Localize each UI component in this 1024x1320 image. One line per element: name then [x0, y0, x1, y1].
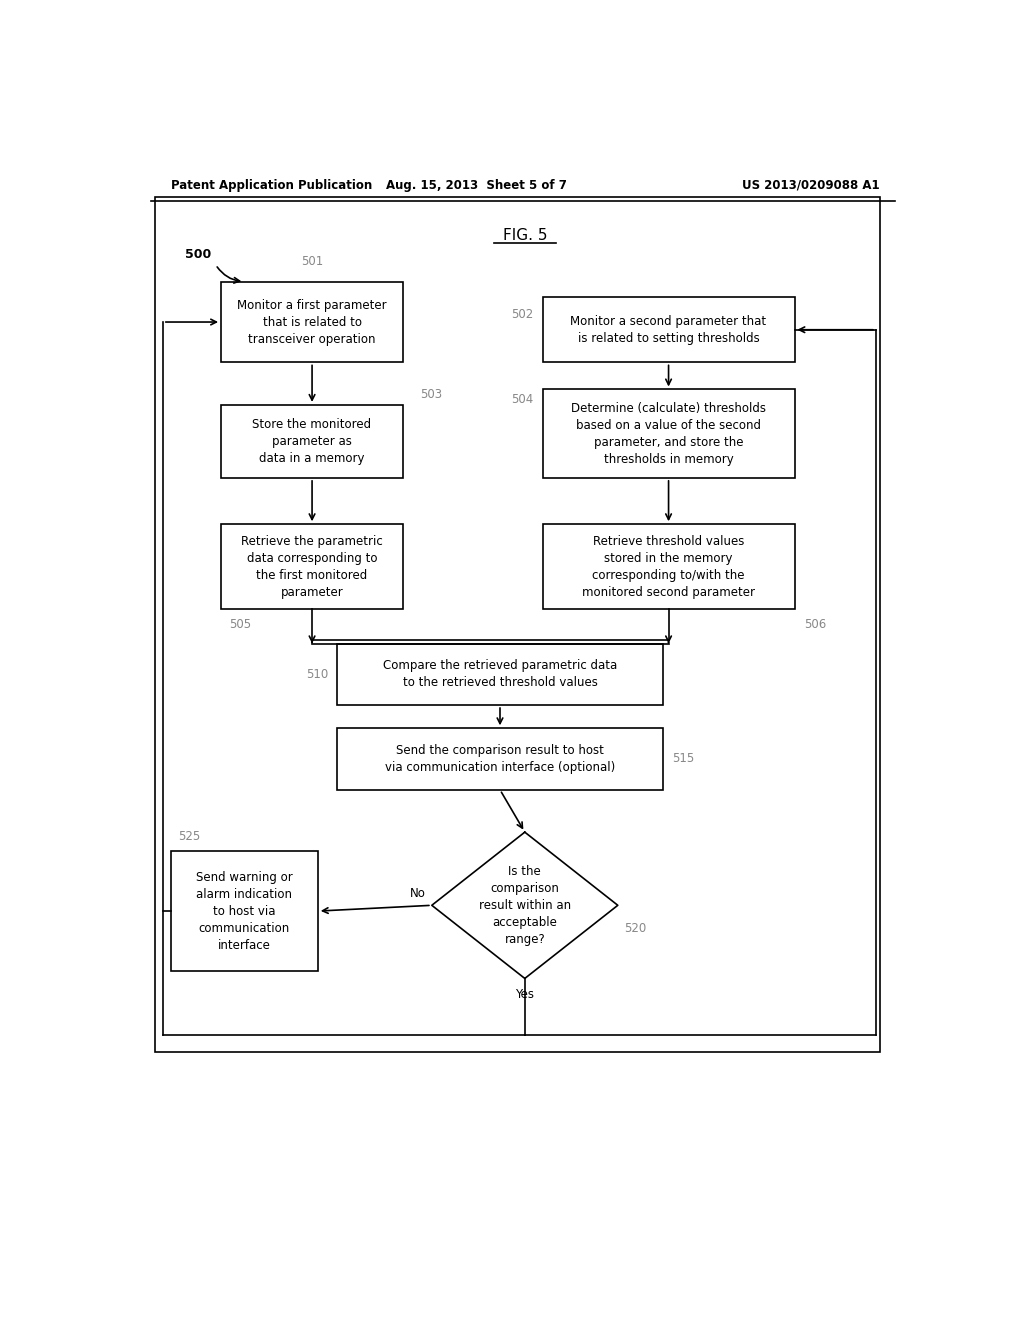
Text: 510: 510 — [306, 668, 328, 681]
Text: 504: 504 — [511, 393, 534, 407]
Text: 506: 506 — [804, 618, 826, 631]
FancyBboxPatch shape — [221, 524, 403, 609]
Text: Retrieve the parametric
data corresponding to
the first monitored
parameter: Retrieve the parametric data correspondi… — [242, 535, 383, 598]
Text: 515: 515 — [672, 752, 694, 766]
Text: Is the
comparison
result within an
acceptable
range?: Is the comparison result within an accep… — [479, 865, 570, 946]
Text: 503: 503 — [420, 388, 442, 401]
Polygon shape — [432, 832, 617, 978]
Text: 502: 502 — [511, 308, 534, 321]
Text: Send the comparison result to host
via communication interface (optional): Send the comparison result to host via c… — [385, 744, 615, 774]
Text: 501: 501 — [301, 255, 324, 268]
Text: FIG. 5: FIG. 5 — [503, 228, 547, 243]
Text: Determine (calculate) thresholds
based on a value of the second
parameter, and s: Determine (calculate) thresholds based o… — [571, 401, 766, 466]
FancyBboxPatch shape — [337, 644, 663, 705]
Text: US 2013/0209088 A1: US 2013/0209088 A1 — [742, 178, 880, 191]
Text: 500: 500 — [185, 248, 212, 261]
FancyBboxPatch shape — [171, 851, 317, 970]
Text: Retrieve threshold values
stored in the memory
corresponding to/with the
monitor: Retrieve threshold values stored in the … — [582, 535, 755, 598]
FancyBboxPatch shape — [337, 729, 663, 789]
Text: 520: 520 — [624, 921, 646, 935]
FancyBboxPatch shape — [543, 297, 795, 363]
Text: 505: 505 — [228, 618, 251, 631]
Text: Monitor a first parameter
that is related to
transceiver operation: Monitor a first parameter that is relate… — [238, 298, 387, 346]
FancyBboxPatch shape — [543, 389, 795, 478]
Text: No: No — [410, 887, 426, 900]
FancyBboxPatch shape — [221, 281, 403, 363]
Text: Compare the retrieved parametric data
to the retrieved threshold values: Compare the retrieved parametric data to… — [383, 659, 617, 689]
FancyBboxPatch shape — [543, 524, 795, 609]
Text: 525: 525 — [178, 829, 201, 842]
Text: Patent Application Publication: Patent Application Publication — [171, 178, 372, 191]
Bar — [155, 197, 880, 1052]
Text: Store the monitored
parameter as
data in a memory: Store the monitored parameter as data in… — [253, 418, 372, 465]
Text: Aug. 15, 2013  Sheet 5 of 7: Aug. 15, 2013 Sheet 5 of 7 — [386, 178, 567, 191]
FancyBboxPatch shape — [221, 405, 403, 478]
Text: Monitor a second parameter that
is related to setting thresholds: Monitor a second parameter that is relat… — [570, 314, 767, 345]
Text: Yes: Yes — [515, 987, 535, 1001]
Text: Send warning or
alarm indication
to host via
communication
interface: Send warning or alarm indication to host… — [196, 871, 293, 952]
